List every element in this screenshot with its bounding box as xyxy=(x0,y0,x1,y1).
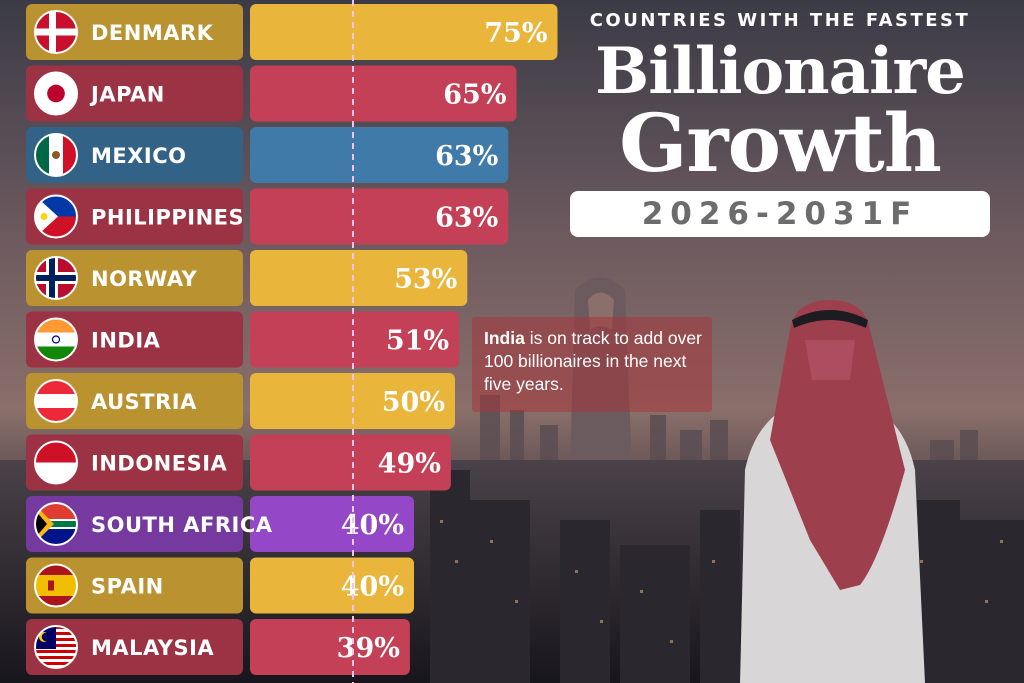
bar xyxy=(250,188,509,245)
category-label: JAPAN xyxy=(89,83,165,107)
category-label: NORWAY xyxy=(91,267,198,291)
category-label: INDIA xyxy=(91,329,161,353)
value-label: 63% xyxy=(435,203,498,234)
label-panel xyxy=(26,373,243,429)
bar xyxy=(250,127,509,183)
value-label: 50% xyxy=(382,387,445,418)
spain-flag-icon xyxy=(34,563,78,608)
category-label: INDONESIA xyxy=(91,452,228,476)
chart-subtitle: COUNTRIES WITH THE FASTEST xyxy=(589,10,971,31)
norway-flag-icon xyxy=(34,256,78,300)
value-label: 49% xyxy=(378,449,441,480)
label-panel xyxy=(26,496,243,552)
india-flag-icon xyxy=(34,317,78,362)
denmark-flag-icon xyxy=(34,10,78,54)
bar-row: PHILIPPINES 63% xyxy=(26,188,509,245)
value-label: 53% xyxy=(394,264,457,295)
bar-row: JAPAN 65% xyxy=(26,65,517,122)
bar-row: MALAYSIA 39% xyxy=(26,619,410,675)
person-figure xyxy=(740,300,925,683)
austria-flag-icon xyxy=(34,379,78,423)
value-label: 40% xyxy=(341,572,404,603)
callout-text: is on track to add over 100 billionaires… xyxy=(484,328,702,394)
bar-row: DENMARK 75% xyxy=(26,4,558,60)
chart-title-line2: Growth xyxy=(619,96,942,190)
value-label: 39% xyxy=(337,633,400,664)
bar-row: AUSTRIA 50% xyxy=(26,373,455,429)
category-label: SOUTH AFRICA xyxy=(91,513,273,537)
category-label: SPAIN xyxy=(91,575,164,599)
category-label: DENMARK xyxy=(91,21,214,45)
chart-header: COUNTRIES WITH THE FASTEST Billionaire G… xyxy=(570,6,990,237)
callout-highlight: India xyxy=(484,328,525,348)
value-label: 40% xyxy=(341,510,404,541)
bar xyxy=(250,619,410,675)
label-panel xyxy=(26,311,243,368)
bar-row: SOUTH AFRICA 40% xyxy=(26,496,414,552)
mexico-flag-icon xyxy=(34,133,78,177)
label-panel xyxy=(26,65,243,122)
value-label: 65% xyxy=(443,80,506,111)
category-label: PHILIPPINES xyxy=(91,206,244,230)
indonesia-flag-icon xyxy=(34,440,78,485)
label-panel xyxy=(26,619,243,675)
bar xyxy=(250,65,517,122)
bar xyxy=(250,250,468,306)
label-panel xyxy=(26,434,243,491)
label-panel xyxy=(26,250,243,306)
japan-flag-icon xyxy=(34,71,78,116)
category-label: MEXICO xyxy=(91,144,187,168)
bar xyxy=(250,557,414,614)
malaysia-flag-icon xyxy=(34,625,78,669)
label-panel xyxy=(26,4,243,60)
value-label: 51% xyxy=(386,326,449,357)
bar xyxy=(250,434,451,491)
chart-title-line1: Billionaire xyxy=(595,34,966,109)
bar-row: INDONESIA 49% xyxy=(26,434,451,491)
bar-row: INDIA 51% xyxy=(26,311,460,368)
bar-row: MEXICO 63% xyxy=(26,127,509,183)
philippines-flag-icon xyxy=(34,194,78,239)
period-badge: 2026-2031F xyxy=(570,191,990,237)
bar-row: SPAIN 40% xyxy=(26,557,414,614)
category-label: AUSTRIA xyxy=(91,390,197,414)
category-label: MALAYSIA xyxy=(91,636,214,660)
label-panel xyxy=(26,127,243,183)
bar xyxy=(250,4,558,60)
south-africa-flag-icon xyxy=(34,502,78,546)
value-label: 75% xyxy=(484,18,547,49)
bar xyxy=(250,496,414,552)
label-panel xyxy=(26,557,243,614)
bar xyxy=(250,311,460,368)
label-panel xyxy=(26,188,243,245)
value-label: 63% xyxy=(435,141,498,172)
bar-row: NORWAY 53% xyxy=(26,250,468,306)
india-callout: India is on track to add over 100 billio… xyxy=(472,317,712,412)
